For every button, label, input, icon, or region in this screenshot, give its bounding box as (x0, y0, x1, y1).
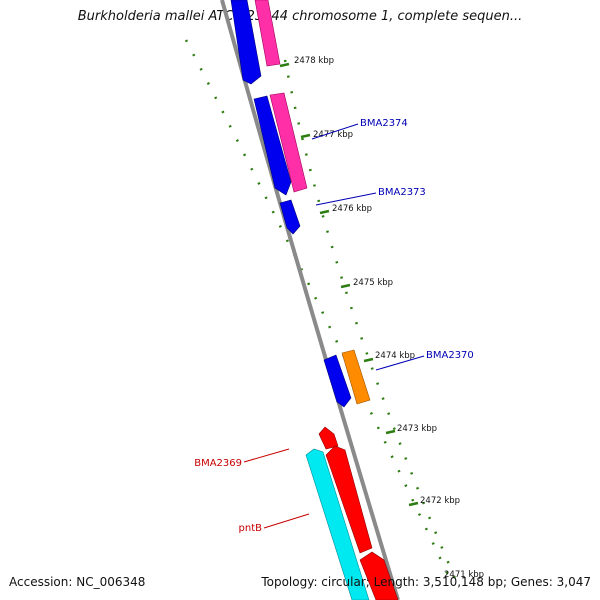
topology-text: Topology: circular; (261, 575, 370, 589)
gene-label-leaders (243, 123, 425, 529)
gene-feature-red-3[interactable] (359, 551, 399, 600)
gene-feature-magenta-1[interactable] (254, 0, 281, 67)
length-text: Length: 3,510,148 bp; (373, 575, 508, 589)
gene-feature-blue-4[interactable] (323, 354, 352, 408)
scale-label: 2478 kbp (294, 56, 334, 66)
gene-feature-blue-2[interactable] (253, 95, 292, 196)
gene-feature-orange-1[interactable] (341, 349, 371, 405)
genes-count-text: Genes: 3,047 (510, 575, 591, 589)
scale-label: 2474 kbp (375, 351, 415, 361)
gene-feature-magenta-2[interactable] (269, 92, 308, 193)
gene-label-pntb[interactable]: pntB (239, 523, 263, 534)
outer-tick-track (184, 39, 450, 576)
scale-label: 2477 kbp (313, 130, 353, 140)
scale-label: 2471 kbp (444, 570, 484, 580)
scale-label: 2473 kbp (397, 424, 437, 434)
gene-feature-cyan-1[interactable] (305, 448, 370, 600)
inner-tick-track (283, 59, 462, 591)
gene-label-bma2370[interactable]: BMA2370 (426, 350, 474, 361)
scale-label: 2472 kbp (420, 496, 460, 506)
gene-feature-red-1[interactable] (318, 426, 339, 450)
gene-label-bma2369[interactable]: BMA2369 (194, 458, 242, 469)
gene-label-bma2374[interactable]: BMA2374 (360, 118, 408, 129)
scale-ticks (279, 62, 419, 507)
gene-feature-blue-1[interactable] (230, 0, 262, 85)
gene-labels: BMA2374 BMA2373 BMA2370 BMA2369 pntB (194, 118, 474, 534)
scale-label: 2476 kbp (332, 204, 372, 214)
accession-text: Accession: NC_006348 (9, 575, 146, 589)
gene-label-bma2373[interactable]: BMA2373 (378, 187, 426, 198)
scale-label: 2475 kbp (353, 278, 393, 288)
scale-labels: 2478 kbp 2477 kbp 2476 kbp 2475 kbp 2474… (294, 56, 484, 580)
map-title: Burkholderia mallei ATCC 23344 chromosom… (77, 9, 523, 24)
chromosome-backbone (220, 0, 400, 600)
gene-feature-blue-3[interactable] (279, 199, 301, 235)
sequence-stats: Topology: circular; Length: 3,510,148 bp… (261, 575, 591, 589)
gene-feature-red-2[interactable] (325, 445, 373, 554)
